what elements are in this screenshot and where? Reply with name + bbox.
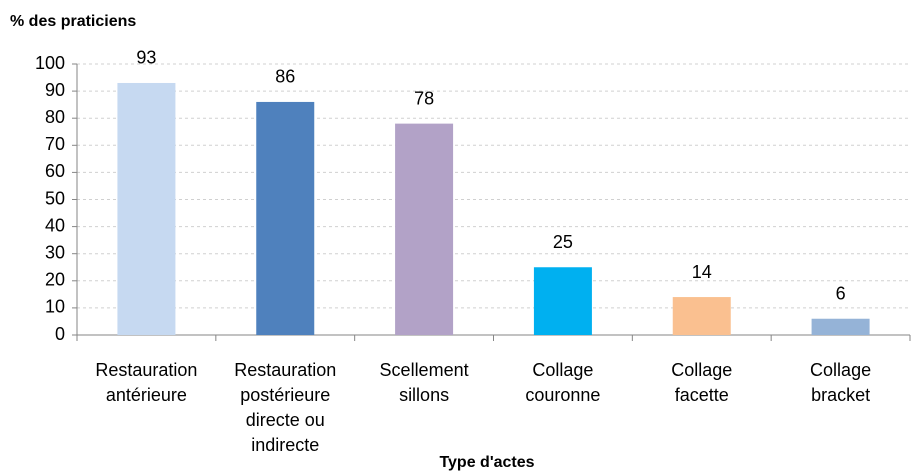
- x-tick-label: Restauration: [234, 360, 336, 380]
- x-tick-label: Scellement: [380, 360, 469, 380]
- y-tick-label: 80: [45, 107, 65, 127]
- y-tick-label: 90: [45, 80, 65, 100]
- x-tick-label: facette: [675, 385, 729, 405]
- value-label: 78: [414, 88, 434, 108]
- value-label: 6: [836, 283, 846, 303]
- y-tick-label: 60: [45, 161, 65, 181]
- x-tick-label: Collage: [810, 360, 871, 380]
- y-tick-label: 100: [35, 53, 65, 73]
- bar: [811, 318, 870, 335]
- bar: [533, 267, 592, 335]
- value-label: 93: [136, 48, 156, 68]
- x-axis-label: Type d'actes: [439, 454, 534, 471]
- value-label: 14: [692, 262, 712, 282]
- x-tick-label: postérieure: [240, 385, 330, 405]
- y-tick-label: 30: [45, 242, 65, 262]
- x-tick-label: couronne: [525, 385, 600, 405]
- x-tick-label: bracket: [811, 385, 870, 405]
- y-tick-label: 70: [45, 134, 65, 154]
- value-label: 86: [275, 67, 295, 87]
- x-tick-label: Collage: [671, 360, 732, 380]
- bar: [395, 123, 454, 336]
- x-tick-label: indirecte: [251, 435, 319, 455]
- bar: [256, 101, 315, 335]
- y-tick-label: 40: [45, 215, 65, 235]
- x-tick-label: sillons: [399, 385, 449, 405]
- y-tick-label: 10: [45, 297, 65, 317]
- x-tick-label: Restauration: [95, 360, 197, 380]
- value-label: 25: [553, 232, 573, 252]
- chart-title: % des praticiens: [10, 13, 136, 30]
- x-tick-label: directe ou: [246, 410, 325, 430]
- y-tick-label: 0: [55, 324, 65, 344]
- bar: [672, 297, 731, 335]
- x-tick-label: antérieure: [106, 385, 187, 405]
- bar: [117, 82, 176, 335]
- x-tick-label: Collage: [532, 360, 593, 380]
- y-tick-label: 50: [45, 188, 65, 208]
- y-tick-label: 20: [45, 270, 65, 290]
